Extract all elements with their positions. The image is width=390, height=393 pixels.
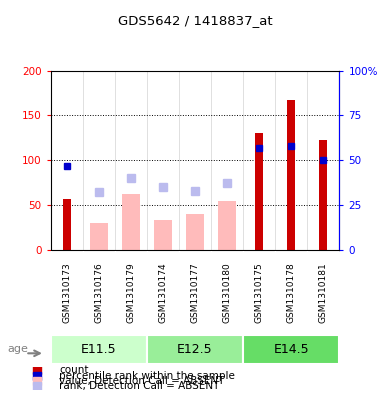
Bar xyxy=(154,220,172,250)
Text: GSM1310178: GSM1310178 xyxy=(287,262,296,323)
Text: E12.5: E12.5 xyxy=(177,343,213,356)
Text: GSM1310175: GSM1310175 xyxy=(255,262,264,323)
Text: GDS5642 / 1418837_at: GDS5642 / 1418837_at xyxy=(118,14,272,27)
Bar xyxy=(218,201,236,250)
Text: E11.5: E11.5 xyxy=(81,343,117,356)
Text: value, Detection Call = ABSENT: value, Detection Call = ABSENT xyxy=(59,376,224,386)
Bar xyxy=(122,194,140,250)
Text: E14.5: E14.5 xyxy=(273,343,309,356)
Bar xyxy=(319,140,327,250)
Bar xyxy=(287,100,295,250)
Bar xyxy=(90,223,108,250)
Bar xyxy=(51,335,147,364)
Text: GSM1310181: GSM1310181 xyxy=(319,262,328,323)
Text: age: age xyxy=(8,344,29,354)
Text: GSM1310176: GSM1310176 xyxy=(94,262,103,323)
Text: rank, Detection Call = ABSENT: rank, Detection Call = ABSENT xyxy=(59,381,219,391)
Text: GSM1310180: GSM1310180 xyxy=(223,262,232,323)
Text: GSM1310177: GSM1310177 xyxy=(190,262,200,323)
Bar xyxy=(243,335,339,364)
Bar xyxy=(63,198,71,250)
Bar xyxy=(186,214,204,250)
Text: GSM1310174: GSM1310174 xyxy=(158,262,167,323)
Text: count: count xyxy=(59,365,89,375)
Text: GSM1310179: GSM1310179 xyxy=(126,262,135,323)
Text: percentile rank within the sample: percentile rank within the sample xyxy=(59,371,235,380)
Bar xyxy=(255,133,263,250)
Bar xyxy=(147,335,243,364)
Text: GSM1310173: GSM1310173 xyxy=(62,262,71,323)
